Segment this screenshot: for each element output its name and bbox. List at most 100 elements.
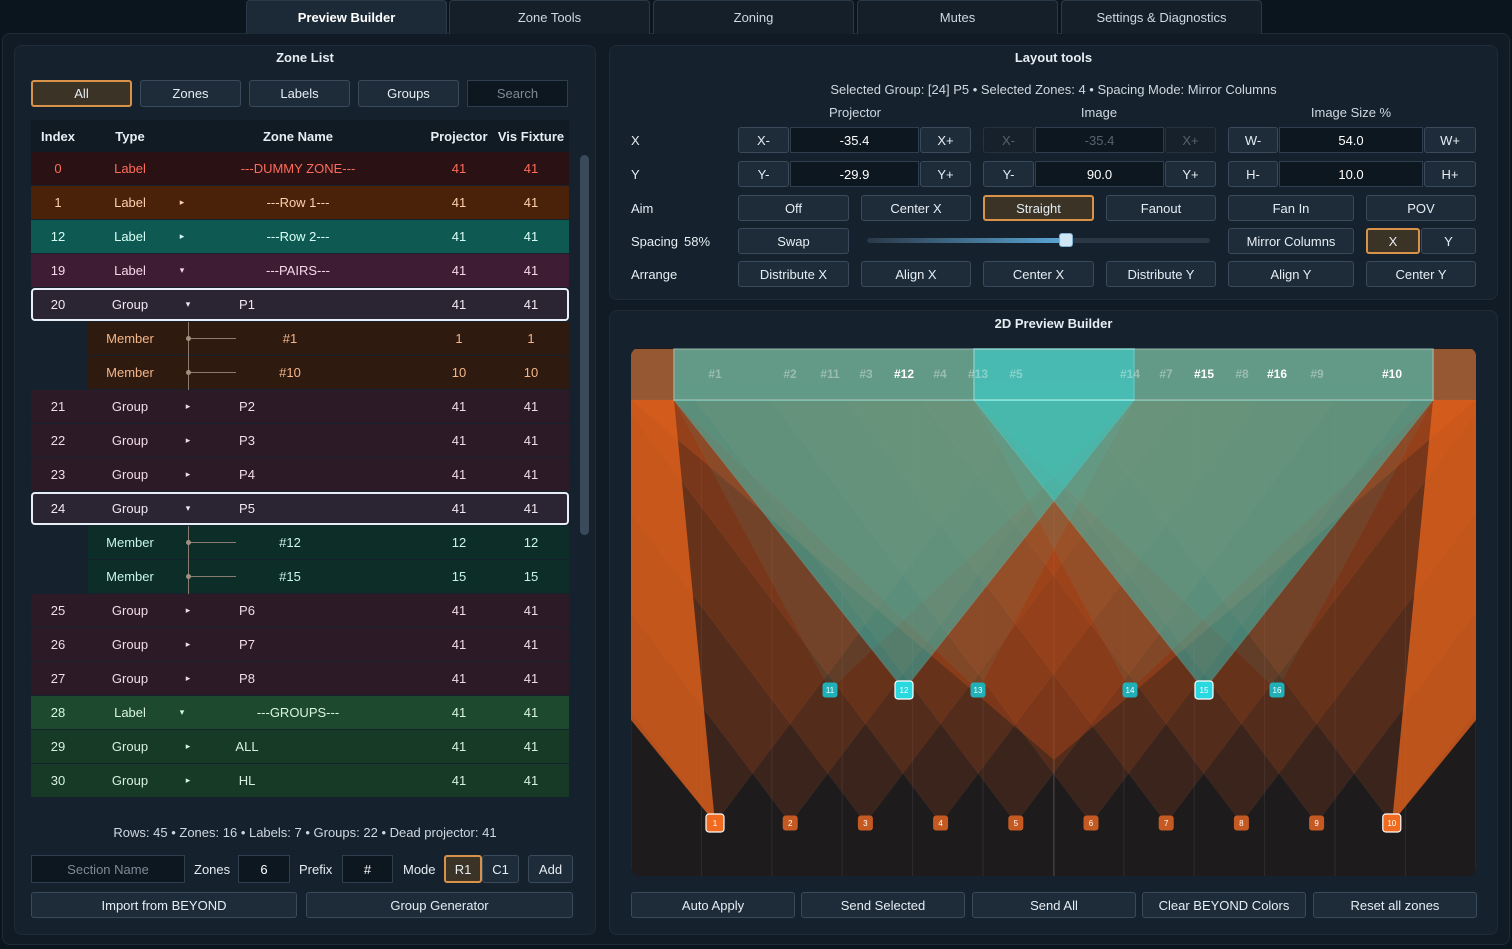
row-index: 1 <box>54 195 62 210</box>
swap-button[interactable]: Swap <box>738 228 849 254</box>
action-button[interactable]: Group Generator <box>306 892 573 918</box>
option-button[interactable]: Straight <box>983 195 1094 221</box>
mode-button[interactable]: C1 <box>482 855 519 883</box>
member-row[interactable] <box>88 560 569 593</box>
option-button[interactable]: Center X <box>861 195 971 221</box>
filter-button[interactable]: Labels <box>249 80 350 107</box>
preview-canvas[interactable]: #1 #2 #11 #3 #12 #4 #13 #5 #14 #7 #15 #8 #16 #9 #101 2 3… <box>631 348 1476 876</box>
tab[interactable]: Zone Tools <box>449 0 650 34</box>
zone-label: #10 <box>1382 367 1402 381</box>
table-body: 0 Label ---DUMMY ZONE--- 41 41 1 Label ▸ ---Row … <box>31 152 569 808</box>
zone-row[interactable] <box>31 424 569 457</box>
zone-row[interactable] <box>31 492 569 525</box>
tab[interactable]: Preview Builder <box>246 0 447 34</box>
action-button[interactable]: Import from BEYOND <box>31 892 297 918</box>
option-button[interactable]: Align Y <box>1228 261 1354 287</box>
search-field[interactable]: Search <box>467 80 568 107</box>
zone-row[interactable] <box>31 662 569 695</box>
option-button[interactable]: Fan In <box>1228 195 1354 221</box>
node <box>1233 815 1249 831</box>
section-name-field[interactable]: Section Name <box>31 855 185 883</box>
row-type: Group <box>111 739 149 754</box>
zone-row[interactable] <box>31 254 569 287</box>
cyan-beam <box>974 400 1433 690</box>
zone-row[interactable] <box>31 186 569 219</box>
minus-button[interactable]: X- <box>983 127 1034 153</box>
member-row[interactable] <box>88 356 569 389</box>
node-label: 4 <box>938 819 943 828</box>
axis-button[interactable]: X <box>1366 228 1420 254</box>
filter-button[interactable]: All <box>31 80 132 107</box>
tab[interactable]: Mutes <box>857 0 1058 34</box>
option-button[interactable]: POV <box>1366 195 1476 221</box>
zone-row[interactable] <box>31 152 569 185</box>
value-field[interactable]: 90.0 <box>1035 161 1164 187</box>
value-field[interactable]: 54.0 <box>1279 127 1423 153</box>
value-field[interactable]: -29.9 <box>790 161 919 187</box>
plus-button[interactable]: Y+ <box>920 161 971 187</box>
row-arrow: ▾ <box>185 299 191 309</box>
member-row[interactable] <box>88 526 569 559</box>
beam-edge <box>1392 400 1476 823</box>
zone-row[interactable] <box>31 730 569 763</box>
tree-line <box>188 338 236 339</box>
option-button[interactable]: Fanout <box>1106 195 1216 221</box>
option-button[interactable]: Distribute X <box>738 261 849 287</box>
axis-button[interactable]: Y <box>1421 228 1476 254</box>
plus-button[interactable]: X+ <box>920 127 971 153</box>
action-button[interactable]: Reset all zones <box>1313 892 1477 918</box>
zone-row[interactable] <box>31 594 569 627</box>
row-vis-fixture: 41 <box>523 467 539 482</box>
zone-row[interactable] <box>31 390 569 423</box>
zone-row[interactable] <box>31 458 569 491</box>
zone-row[interactable] <box>31 628 569 661</box>
tab[interactable]: Settings & Diagnostics <box>1061 0 1262 34</box>
cyan-strip <box>973 348 1434 401</box>
row-name: P5 <box>239 501 255 516</box>
minus-button[interactable]: W- <box>1228 127 1278 153</box>
row-vis-fixture: 10 <box>523 365 539 380</box>
option-button[interactable]: Distribute Y <box>1106 261 1216 287</box>
minus-button[interactable]: Y- <box>983 161 1034 187</box>
option-button[interactable]: Center X <box>983 261 1094 287</box>
prefix-field[interactable]: # <box>342 855 393 883</box>
option-button[interactable]: Off <box>738 195 849 221</box>
minus-button[interactable]: X- <box>738 127 789 153</box>
node-label: 14 <box>1126 686 1135 695</box>
mode-button[interactable]: Mirror Columns <box>1228 228 1354 254</box>
zones-field[interactable]: 6 <box>238 855 290 883</box>
slider-thumb[interactable] <box>1058 233 1073 247</box>
row-vis-fixture: 41 <box>523 637 539 652</box>
member-row[interactable] <box>88 322 569 355</box>
row-vis-fixture: 1 <box>527 331 535 346</box>
value-field[interactable]: -35.4 <box>1035 127 1164 153</box>
action-button[interactable]: Send All <box>972 892 1136 918</box>
scrollbar[interactable] <box>580 155 589 535</box>
plus-button[interactable]: H+ <box>1424 161 1476 187</box>
row-type: Member <box>106 535 154 550</box>
mode-button[interactable]: R1 <box>444 855 482 883</box>
filter-button[interactable]: Groups <box>358 80 459 107</box>
node <box>822 682 838 698</box>
node <box>1382 813 1402 833</box>
minus-button[interactable]: H- <box>1228 161 1278 187</box>
plus-button[interactable]: W+ <box>1424 127 1476 153</box>
value-field[interactable]: 10.0 <box>1279 161 1423 187</box>
minus-button[interactable]: Y- <box>738 161 789 187</box>
tab[interactable]: Zoning <box>653 0 854 34</box>
zone-row[interactable] <box>31 220 569 253</box>
value-field[interactable]: -35.4 <box>790 127 919 153</box>
zone-row[interactable] <box>31 764 569 797</box>
filter-button[interactable]: Zones <box>140 80 241 107</box>
zone-row[interactable] <box>31 288 569 321</box>
plus-button[interactable]: X+ <box>1165 127 1216 153</box>
action-button[interactable]: Send Selected <box>801 892 965 918</box>
row-projector: 41 <box>451 229 467 244</box>
zone-row[interactable] <box>31 696 569 729</box>
plus-button[interactable]: Y+ <box>1165 161 1216 187</box>
option-button[interactable]: Align X <box>861 261 971 287</box>
option-button[interactable]: Center Y <box>1366 261 1476 287</box>
action-button[interactable]: Auto Apply <box>631 892 795 918</box>
add-button[interactable]: Add <box>528 855 573 883</box>
action-button[interactable]: Clear BEYOND Colors <box>1142 892 1306 918</box>
